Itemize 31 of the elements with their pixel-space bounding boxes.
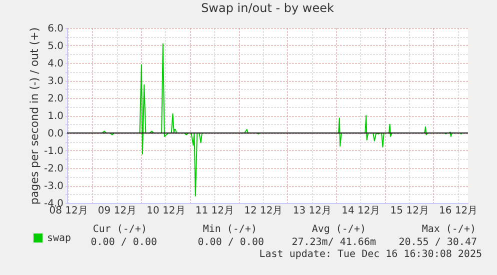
x-tick-label: 16 12月 — [439, 206, 478, 216]
y-tick-label: 4.0 — [48, 58, 64, 70]
x-tick-label: 11 12月 — [195, 206, 234, 216]
text: Min (-/+) — [202, 224, 257, 235]
y-axis-title: pages per second in (-) / out (+) — [28, 27, 41, 205]
text: 27.23m/ 41.66m — [292, 237, 376, 248]
legend-label: swap — [47, 233, 72, 244]
x-tick-label: 09 12月 — [98, 206, 137, 216]
x-tick-label: 14 12月 — [342, 206, 380, 216]
x-tick-label: 10 12月 — [146, 206, 186, 216]
x-tick-label: 15 12月 — [390, 206, 429, 216]
y-tick-label: 5.0 — [48, 41, 64, 52]
x-tick-label: 12 12月 — [244, 206, 283, 216]
y-tick-label: 1.0 — [48, 111, 64, 122]
text: Last update: Tue Dec 16 16:30:08 2025 — [259, 249, 482, 260]
y-tick-label: 0.0 — [48, 128, 64, 140]
chart-title: Swap in/out - by week — [201, 1, 334, 15]
text: 0.00 / 0.00 — [90, 237, 157, 248]
text: Avg (-/+) — [312, 224, 366, 235]
y-tick-label: 3.0 — [48, 76, 64, 87]
y-tick-label: -1.0 — [44, 146, 64, 157]
text: Max (-/+) — [422, 224, 476, 235]
y-tick-label: 2.0 — [48, 94, 64, 104]
y-tick-label: 6.0 — [48, 24, 64, 34]
y-tick-label: -2.0 — [44, 164, 64, 174]
text: 20.55 / 30.47 — [398, 237, 477, 248]
text: 0.00 / 0.00 — [198, 237, 264, 248]
x-tick-label: 08 12月 — [49, 206, 88, 216]
x-tick-label: 13 12月 — [292, 206, 332, 216]
y-tick-label: -3.0 — [44, 181, 64, 192]
text: Cur (-/+) — [92, 224, 147, 235]
